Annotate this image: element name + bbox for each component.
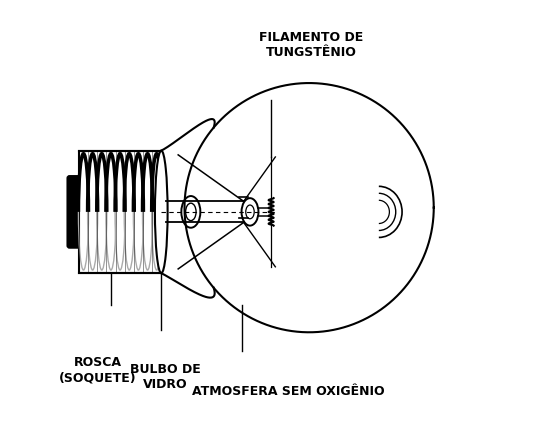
FancyBboxPatch shape xyxy=(79,151,161,273)
Text: ROSCA
(SOQUETE): ROSCA (SOQUETE) xyxy=(59,356,137,384)
Ellipse shape xyxy=(186,203,196,220)
Ellipse shape xyxy=(246,205,254,219)
Text: BULBO DE
VIDRO: BULBO DE VIDRO xyxy=(130,363,201,391)
Ellipse shape xyxy=(155,151,168,273)
Text: FILAMENTO DE
TUNGSTÊNIO: FILAMENTO DE TUNGSTÊNIO xyxy=(259,31,363,59)
Ellipse shape xyxy=(181,196,200,228)
FancyBboxPatch shape xyxy=(67,176,81,248)
Ellipse shape xyxy=(242,198,258,226)
Text: ATMOSFERA SEM OXIGÊNIO: ATMOSFERA SEM OXIGÊNIO xyxy=(192,385,384,398)
